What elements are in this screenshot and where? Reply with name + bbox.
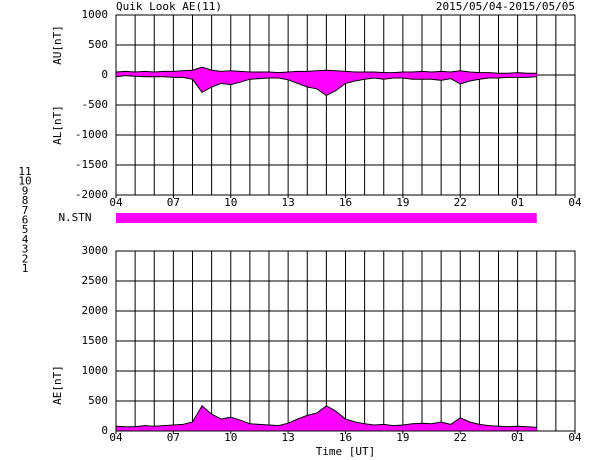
station-legend-label: 2 (22, 252, 29, 265)
y-tick-label: -500 (82, 98, 109, 111)
x-tick-label: 10 (224, 196, 237, 209)
x-tick-label: 16 (339, 196, 352, 209)
station-legend-label: 11 (18, 165, 31, 178)
station-legend-label: 9 (22, 184, 29, 197)
y-axis-label: AU[nT] (51, 25, 64, 65)
x-tick-label: 22 (454, 431, 467, 444)
date-range: 2015/05/04-2015/05/05 (436, 0, 575, 13)
station-legend-label: 6 (22, 214, 29, 227)
y-tick-label: 1000 (82, 8, 109, 21)
y-tick-label: 1500 (82, 334, 109, 347)
y-tick-label: 1000 (82, 364, 109, 377)
y-tick-label: 0 (101, 68, 108, 81)
y-tick-label: 2500 (82, 274, 109, 287)
chart-title: Quik Look AE(11) (116, 0, 222, 13)
y-tick-label: 500 (88, 38, 108, 51)
x-tick-label: 13 (282, 431, 295, 444)
station-legend-label: 3 (22, 243, 29, 256)
x-tick-label: 19 (396, 431, 409, 444)
x-tick-label: 01 (511, 196, 524, 209)
y-axis-label: AE[nT] (51, 365, 64, 405)
station-legend-label: 1 (22, 262, 29, 275)
x-axis-label: Time [UT] (316, 445, 376, 458)
n-stn-label: N.STN (58, 211, 91, 224)
series-area (116, 75, 537, 96)
plot-frame (115, 250, 576, 432)
y-axis-label: AL[nT] (51, 105, 64, 145)
x-tick-label: 04 (109, 196, 123, 209)
station-legend-label: 5 (22, 223, 29, 236)
x-tick-label: 10 (224, 431, 237, 444)
x-tick-label: 04 (109, 431, 123, 444)
station-legend-label: 7 (22, 204, 29, 217)
station-legend-label: 10 (18, 175, 31, 188)
series-area (116, 67, 537, 75)
series-area (116, 405, 537, 431)
x-tick-label: 04 (568, 431, 582, 444)
series-line (115, 405, 537, 428)
x-tick-label: 13 (282, 196, 295, 209)
y-tick-label: 3000 (82, 244, 109, 257)
y-tick-label: -1500 (75, 158, 108, 171)
series-line (115, 75, 537, 96)
y-tick-label: -1000 (75, 128, 108, 141)
x-tick-label: 22 (454, 196, 467, 209)
x-tick-label: 04 (568, 196, 582, 209)
y-tick-label: 500 (88, 394, 108, 407)
series-line (115, 66, 537, 74)
station-legend-label: 4 (22, 233, 29, 246)
y-tick-label: -2000 (75, 188, 108, 201)
y-tick-label: 2000 (82, 304, 109, 317)
n-stn-bar (116, 213, 537, 223)
plot-frame (115, 14, 576, 196)
x-tick-label: 01 (511, 431, 524, 444)
x-tick-label: 16 (339, 431, 352, 444)
station-legend-label: 8 (22, 194, 29, 207)
x-tick-label: 07 (167, 431, 180, 444)
x-tick-label: 19 (396, 196, 409, 209)
x-tick-label: 07 (167, 196, 180, 209)
y-tick-label: 0 (101, 424, 108, 437)
